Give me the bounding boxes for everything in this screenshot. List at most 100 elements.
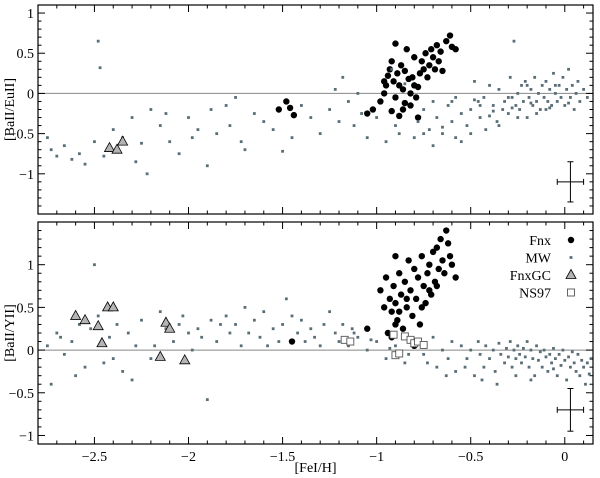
fnxgc-point bbox=[154, 350, 166, 361]
mw-point bbox=[465, 357, 469, 361]
fnx-point bbox=[443, 227, 450, 234]
fnxgc-point bbox=[116, 135, 129, 146]
mw-point bbox=[219, 323, 222, 326]
mw-point bbox=[215, 132, 219, 136]
mw-point bbox=[209, 108, 213, 111]
fnx-point bbox=[275, 106, 283, 113]
mw-point bbox=[435, 365, 439, 369]
mw-point bbox=[567, 355, 570, 359]
mw-point bbox=[561, 75, 565, 79]
mw-point bbox=[454, 370, 458, 373]
mw-point bbox=[555, 374, 559, 378]
mw-point bbox=[164, 112, 168, 115]
mw-point bbox=[352, 124, 356, 127]
mw-point bbox=[102, 154, 106, 158]
mw-point bbox=[552, 367, 555, 371]
mw-point bbox=[140, 318, 143, 322]
mw-point bbox=[550, 104, 554, 107]
fnx-point bbox=[403, 46, 410, 53]
mw-point bbox=[463, 365, 467, 369]
fnxgc-point bbox=[96, 336, 108, 348]
mw-point bbox=[482, 365, 486, 369]
fnx-point bbox=[441, 270, 448, 277]
mw-point bbox=[309, 327, 313, 331]
mw-point bbox=[529, 378, 533, 382]
fnx-point bbox=[364, 325, 371, 332]
mw-point bbox=[46, 344, 49, 348]
fnx-point bbox=[384, 329, 392, 337]
mw-point bbox=[318, 132, 322, 136]
mw-point bbox=[576, 352, 580, 356]
fnx-point bbox=[429, 54, 437, 61]
fnx-point bbox=[392, 94, 399, 101]
mw-point bbox=[508, 340, 512, 343]
x-tick-label: −0.5 bbox=[458, 450, 483, 465]
mw-point bbox=[115, 323, 119, 326]
mw-point bbox=[546, 100, 550, 103]
mw-point bbox=[503, 100, 506, 103]
mw-point bbox=[531, 104, 535, 107]
y-tick-label: 0 bbox=[27, 344, 34, 359]
fnx-point bbox=[384, 72, 392, 79]
mw-point bbox=[521, 346, 525, 350]
mw-point bbox=[281, 149, 284, 153]
mw-point bbox=[365, 348, 369, 352]
fnx-point bbox=[424, 74, 431, 81]
fnx-point bbox=[424, 270, 431, 277]
plot-frame bbox=[37, 4, 594, 215]
mw-point bbox=[537, 358, 540, 362]
plot-frame bbox=[37, 221, 594, 445]
fnx-point bbox=[437, 48, 444, 55]
fnx-point bbox=[429, 248, 437, 256]
fnx-point bbox=[426, 287, 433, 294]
mw-point bbox=[585, 361, 589, 365]
fnx-point bbox=[418, 252, 425, 260]
y-tick-label: 0 bbox=[27, 87, 34, 102]
fnx-point bbox=[380, 90, 388, 97]
mw-point bbox=[533, 75, 537, 79]
mw-point bbox=[375, 340, 379, 343]
mw-point bbox=[495, 120, 499, 123]
mw-point bbox=[177, 323, 181, 326]
fnx-point bbox=[405, 257, 412, 264]
y-tick-label: 1 bbox=[27, 7, 34, 22]
mw-point bbox=[70, 340, 74, 343]
mw-point bbox=[525, 116, 529, 119]
fnx-point bbox=[452, 46, 459, 53]
mw-point bbox=[228, 331, 232, 335]
fnx-point bbox=[386, 295, 394, 303]
mw-point bbox=[441, 348, 444, 352]
legend-marker-mw bbox=[569, 256, 573, 259]
fnx-point bbox=[426, 62, 433, 69]
mw-point bbox=[589, 357, 593, 361]
mw-point bbox=[473, 98, 476, 102]
mw-point bbox=[435, 116, 439, 119]
fnx-point bbox=[392, 252, 399, 260]
mw-point bbox=[559, 364, 563, 367]
mw-point bbox=[499, 352, 503, 356]
mw-point bbox=[422, 132, 426, 136]
fnx-point bbox=[407, 90, 414, 97]
mw-point bbox=[503, 361, 506, 365]
fnx-point bbox=[380, 304, 388, 311]
mw-point bbox=[580, 358, 584, 362]
mw-point bbox=[200, 335, 204, 339]
mw-point bbox=[450, 120, 454, 123]
fnx-point bbox=[388, 58, 395, 65]
mw-point bbox=[55, 154, 59, 158]
mw-point bbox=[557, 352, 561, 356]
mw-point bbox=[427, 128, 431, 131]
mw-point bbox=[111, 128, 115, 131]
mw-point bbox=[341, 323, 345, 326]
mw-point bbox=[476, 340, 480, 343]
y-axis-label: [BaII/EuII] bbox=[3, 78, 18, 141]
mw-point bbox=[299, 104, 303, 107]
fnx-point bbox=[403, 304, 410, 311]
mw-point bbox=[574, 370, 578, 373]
fnx-point bbox=[452, 274, 459, 281]
fnx-point bbox=[396, 270, 403, 277]
mw-point bbox=[450, 100, 454, 103]
mw-point bbox=[567, 67, 570, 71]
mw-point bbox=[390, 67, 394, 71]
